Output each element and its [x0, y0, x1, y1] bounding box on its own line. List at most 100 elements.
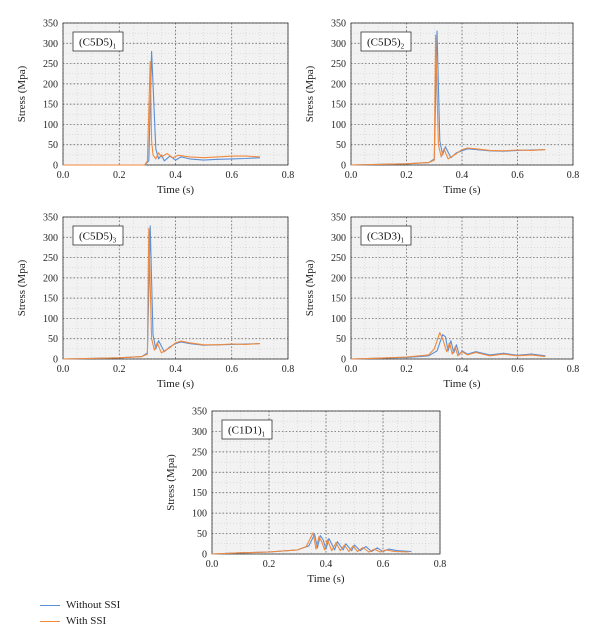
y-tick-label: 0 — [53, 161, 58, 172]
chart-panel-1: 0.0 0.2 0.4 0.6 0.8 0 50 100 150 200 250 300 350 Time… — [16, 19, 294, 197]
series-line-with-ssi — [350, 34, 546, 166]
panel-label-box — [221, 419, 273, 440]
chart-panel-5: 0.0 0.2 0.4 0.6 0.8 0 50 100 150 200 250 300 350 Time… — [165, 407, 446, 586]
y-tick-label: 250 — [192, 447, 207, 458]
chart-panel-3: 0.0 0.2 0.4 0.6 0.8 0 50 100 150 200 250 300 350 Time… — [16, 213, 294, 391]
x-tick-label: 0.4 — [169, 364, 182, 375]
panel-label-main: (C1D1) — [228, 425, 262, 437]
legend-swatch-without-ssi — [40, 604, 60, 606]
x-axis-label: Time (s) — [307, 573, 345, 585]
panel-label-subscript: 1 — [262, 431, 266, 439]
y-tick-label: 150 — [192, 488, 207, 499]
x-tick-label: 0.0 — [345, 364, 358, 375]
plot-frame — [350, 216, 574, 360]
y-tick-label: 200 — [43, 79, 58, 90]
series-line-with-ssi — [62, 227, 260, 360]
y-tick-label: 200 — [331, 79, 346, 90]
y-tick-label: 250 — [331, 59, 346, 70]
y-tick-label: 200 — [192, 468, 207, 479]
y-tick-label: 300 — [43, 233, 58, 244]
panel-label-subscript: 3 — [113, 237, 117, 245]
legend-item-without-ssi: Without SSI — [40, 597, 120, 613]
plot-frame — [62, 22, 289, 166]
x-tick-label: 0.8 — [282, 170, 295, 181]
x-tick-label: 0.6 — [511, 170, 524, 181]
y-tick-label: 350 — [43, 19, 58, 30]
y-axis-label: Stress (Mpa) — [304, 65, 316, 122]
legend-label-with-ssi: With SSI — [66, 615, 107, 627]
panel-label: (C3D3)1 — [367, 231, 405, 245]
y-tick-label: 150 — [43, 294, 58, 305]
panel-label-box — [72, 31, 124, 52]
series-line-without-ssi — [350, 334, 546, 360]
y-tick-label: 50 — [336, 334, 346, 345]
x-axis-label: Time (s) — [157, 184, 195, 196]
chart-legend: Without SSI With SSI — [40, 597, 120, 629]
panel-label-main: (C5D5) — [367, 37, 401, 49]
y-tick-label: 0 — [202, 550, 207, 561]
y-tick-label: 50 — [336, 140, 346, 151]
series-line-with-ssi — [350, 332, 546, 360]
y-tick-label: 100 — [331, 120, 346, 131]
y-tick-label: 100 — [43, 120, 58, 131]
y-tick-label: 250 — [331, 253, 346, 264]
y-tick-label: 100 — [192, 509, 207, 520]
x-tick-label: 0.4 — [456, 364, 469, 375]
y-tick-label: 150 — [43, 100, 58, 111]
y-tick-label: 350 — [331, 213, 346, 224]
x-tick-label: 0.8 — [282, 364, 295, 375]
series-line-with-ssi — [63, 60, 260, 166]
series-line-without-ssi — [63, 50, 260, 166]
y-tick-label: 150 — [331, 294, 346, 305]
x-tick-label: 0.0 — [57, 170, 70, 181]
y-tick-label: 300 — [331, 39, 346, 50]
x-axis-label: Time (s) — [443, 378, 481, 390]
y-tick-label: 0 — [53, 355, 58, 366]
x-tick-label: 0.6 — [377, 559, 390, 570]
chart-panel-2: 0.0 0.2 0.4 0.6 0.8 0 50 100 150 200 250 300 350 Time… — [304, 19, 579, 197]
y-axis-label: Stress (Mpa) — [304, 259, 316, 316]
panel-label: (C5D5)1 — [79, 37, 117, 51]
y-tick-label: 0 — [341, 161, 346, 172]
y-tick-label: 50 — [48, 334, 58, 345]
x-tick-label: 0.4 — [320, 559, 333, 570]
y-tick-label: 50 — [197, 529, 207, 540]
panel-label-box — [360, 225, 412, 246]
x-tick-label: 0.2 — [400, 364, 413, 375]
series-line-without-ssi — [211, 533, 412, 555]
y-axis-label: Stress (Mpa) — [165, 454, 177, 511]
panel-label-main: (C5D5) — [79, 37, 113, 49]
plot-frame — [62, 216, 289, 360]
y-tick-label: 100 — [331, 314, 346, 325]
x-tick-label: 0.2 — [400, 170, 413, 181]
panel-label-subscript: 1 — [401, 237, 405, 245]
y-axis-label: Stress (Mpa) — [16, 259, 28, 316]
panel-label-box — [72, 225, 124, 246]
x-tick-label: 0.2 — [113, 364, 126, 375]
panel-label-main: (C3D3) — [367, 231, 401, 243]
y-tick-label: 350 — [331, 19, 346, 30]
x-tick-label: 0.2 — [263, 559, 276, 570]
plot-frame — [211, 410, 441, 555]
x-tick-label: 0.0 — [206, 559, 219, 570]
x-tick-label: 0.6 — [511, 364, 524, 375]
x-axis-label: Time (s) — [157, 378, 195, 390]
x-tick-label: 0.8 — [567, 364, 580, 375]
series-line-with-ssi — [211, 532, 409, 555]
x-tick-label: 0.0 — [57, 364, 70, 375]
y-tick-label: 100 — [43, 314, 58, 325]
panel-label: (C5D5)3 — [79, 231, 117, 245]
panel-label-main: (C5D5) — [79, 231, 113, 243]
panel-label-subscript: 2 — [401, 43, 405, 51]
x-tick-label: 0.8 — [434, 559, 447, 570]
panel-label: (C1D1)1 — [228, 425, 266, 439]
x-tick-label: 0.4 — [456, 170, 469, 181]
x-tick-label: 0.8 — [567, 170, 580, 181]
y-tick-label: 300 — [192, 427, 207, 438]
y-axis-label: Stress (Mpa) — [16, 65, 28, 122]
y-tick-label: 50 — [48, 140, 58, 151]
panel-label-subscript: 1 — [113, 43, 117, 51]
chart-panel-4: 0.0 0.2 0.4 0.6 0.8 0 50 100 150 200 250 300 350 Time… — [304, 213, 579, 391]
x-tick-label: 0.0 — [345, 170, 358, 181]
y-tick-label: 250 — [43, 253, 58, 264]
